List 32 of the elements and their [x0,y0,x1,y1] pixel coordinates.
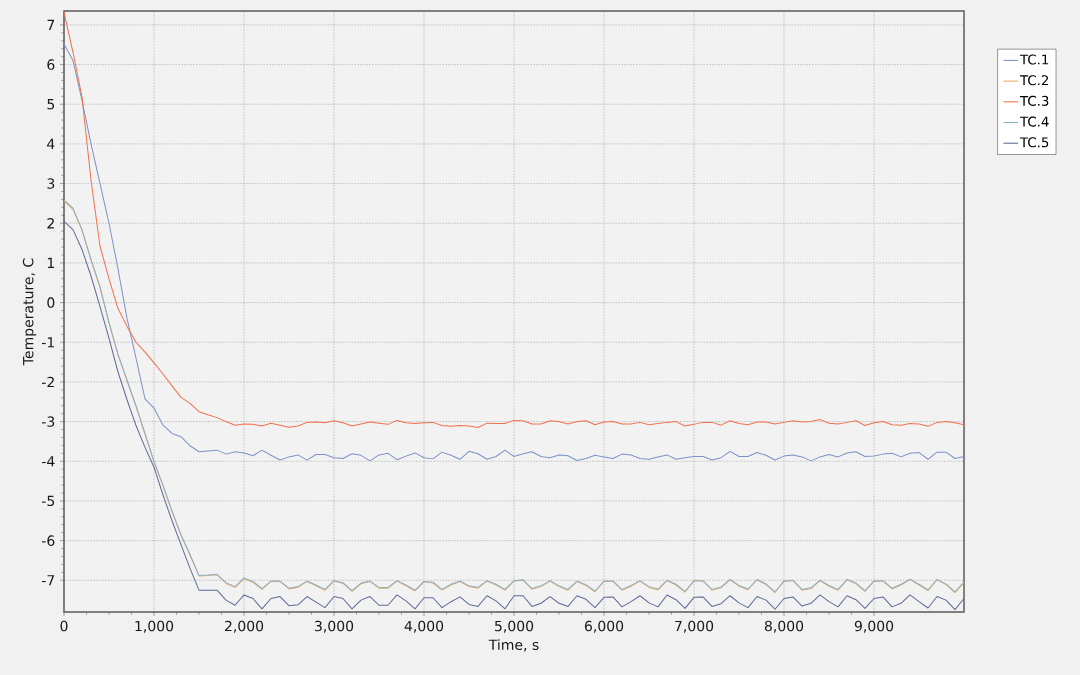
y-tick-label: 5 [47,99,55,110]
x-tick-label: 9,000 [854,620,894,633]
y-tick-label: -3 [42,416,55,427]
legend-label: TC.2 [1019,75,1049,86]
y-tick-label: -5 [42,495,55,507]
x-tick-label: 4,000 [404,620,444,633]
x-axis-title: Time, s [488,639,539,652]
y-tick-label: -4 [42,456,55,467]
y-tick-label: 3 [47,178,55,189]
x-tick-label: 7,000 [675,620,714,633]
x-tick-label: 1,000 [135,620,174,633]
x-tick-label: 2,000 [224,620,264,633]
x-tick-label: 8,000 [764,620,804,633]
legend-label: TC.3 [1019,95,1049,106]
legend-label: TC.1 [1019,54,1049,65]
y-tick-label: 6 [47,59,55,70]
y-tick-label: -2 [42,376,54,388]
y-tick-label: -7 [42,575,55,586]
y-axis-title: Temperature, C [22,258,37,366]
y-tick-label: 4 [47,138,55,150]
y-tick-label: -1 [42,337,54,348]
y-tick-label: 0 [47,297,55,308]
legend-label: TC.5 [1019,137,1049,148]
x-tick-label: 3,000 [315,620,354,633]
x-tick-label: 5,000 [495,620,534,633]
x-tick-label: 6,000 [584,620,624,633]
x-tick-label: 0 [60,620,68,632]
y-tick-label: -6 [42,535,55,546]
y-tick-label: 7 [47,19,55,30]
y-tick-label: 2 [47,218,54,229]
legend-label: TC.4 [1019,116,1049,127]
y-tick-label: 1 [47,257,54,269]
